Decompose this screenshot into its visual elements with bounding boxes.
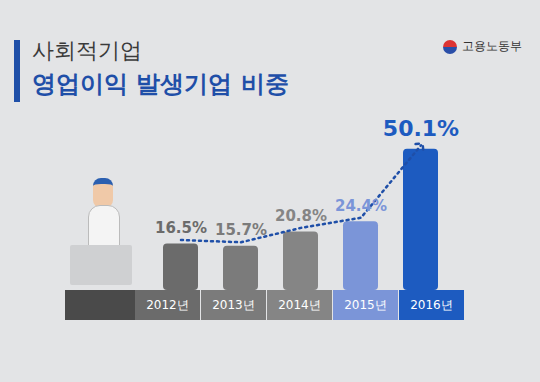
html-text:2016년: 2016년 bbox=[410, 298, 453, 312]
svg-text:20.8%: 20.8% bbox=[275, 207, 327, 225]
svg-text:16.5%: 16.5% bbox=[155, 219, 207, 237]
html-text:고용노동부: 고용노동부 bbox=[462, 39, 522, 53]
html-text:2012년: 2012년 bbox=[146, 298, 189, 312]
svg-text:50.1%: 50.1% bbox=[383, 116, 459, 141]
html-text:사회적기업: 사회적기업 bbox=[32, 38, 142, 63]
svg-text:24.4%: 24.4% bbox=[335, 197, 387, 215]
html-text:영업이익 발생기업 비중: 영업이익 발생기업 비중 bbox=[32, 70, 289, 98]
svg-text:15.7%: 15.7% bbox=[215, 221, 267, 239]
html-text:2014년: 2014년 bbox=[278, 298, 321, 312]
html-text:2013년: 2013년 bbox=[212, 298, 255, 312]
html-text:2015년: 2015년 bbox=[344, 298, 387, 312]
